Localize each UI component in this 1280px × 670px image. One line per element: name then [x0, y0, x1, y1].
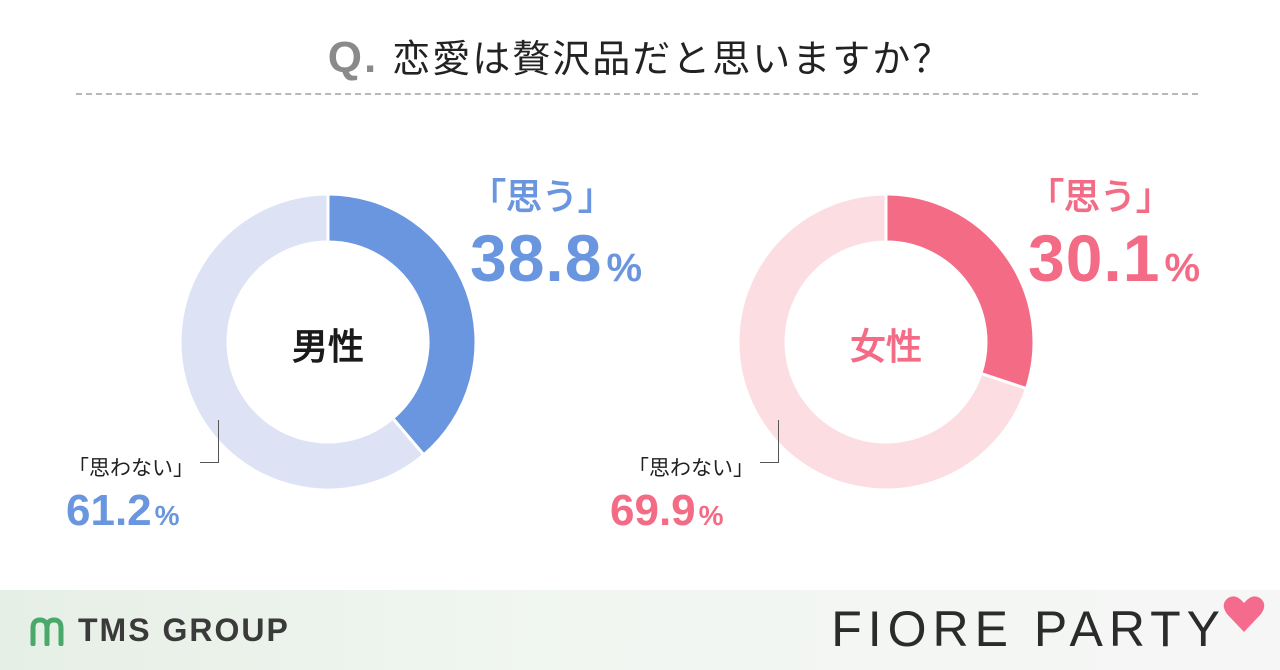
female-yes-unit: % — [1164, 246, 1202, 290]
female-yes-label: 「思う」 30.1% — [1028, 168, 1201, 296]
male-no-value: 61.2 — [66, 486, 152, 535]
tms-group-text: TMS GROUP — [78, 612, 290, 648]
female-yes-category: 「思う」 — [1028, 177, 1173, 218]
female-no-category: 「思わない」 — [628, 456, 754, 480]
male-slice-yes — [326, 192, 478, 457]
female-yes-value: 30.1 — [1028, 221, 1161, 295]
question-text: 恋愛は贅沢品だと思いますか？ — [392, 37, 953, 81]
male-yes-category: 「思う」 — [470, 177, 615, 218]
female-slice-no — [736, 192, 1029, 492]
male-no-category: 「思わない」 — [68, 456, 194, 480]
heart-icon — [1223, 596, 1265, 632]
footer-bar: TMS GROUP FIORE PARTY — [0, 590, 1280, 670]
male-no-percent: 61.2% — [66, 486, 180, 536]
female-no-value: 69.9 — [610, 486, 696, 535]
female-no-percent: 69.9% — [610, 486, 724, 536]
question-mark-label: Q. — [327, 33, 379, 82]
male-center-label: 男性 — [291, 327, 364, 368]
male-no-unit: % — [154, 500, 180, 531]
male-no-leader-line — [200, 420, 219, 463]
female-slice-yes — [884, 192, 1036, 391]
tms-leaf-icon — [30, 616, 64, 646]
title-divider — [76, 93, 1198, 95]
page-title: Q. 恋愛は贅沢品だと思いますか？ — [0, 28, 1280, 83]
female-center-label: 女性 — [849, 327, 922, 368]
male-yes-value: 38.8 — [470, 221, 603, 295]
female-yes-percent: 30.1% — [1028, 221, 1201, 295]
fiore-party-logo: FIORE PARTY — [831, 601, 1226, 657]
tms-group-logo: TMS GROUP — [30, 612, 290, 649]
donut-charts — [178, 192, 1036, 492]
female-no-unit: % — [698, 500, 724, 531]
male-yes-percent: 38.8% — [470, 221, 643, 295]
male-slice-no — [178, 192, 426, 492]
male-yes-unit: % — [606, 246, 644, 290]
female-no-leader-line — [760, 420, 779, 463]
male-yes-label: 「思う」 38.8% — [470, 168, 643, 296]
